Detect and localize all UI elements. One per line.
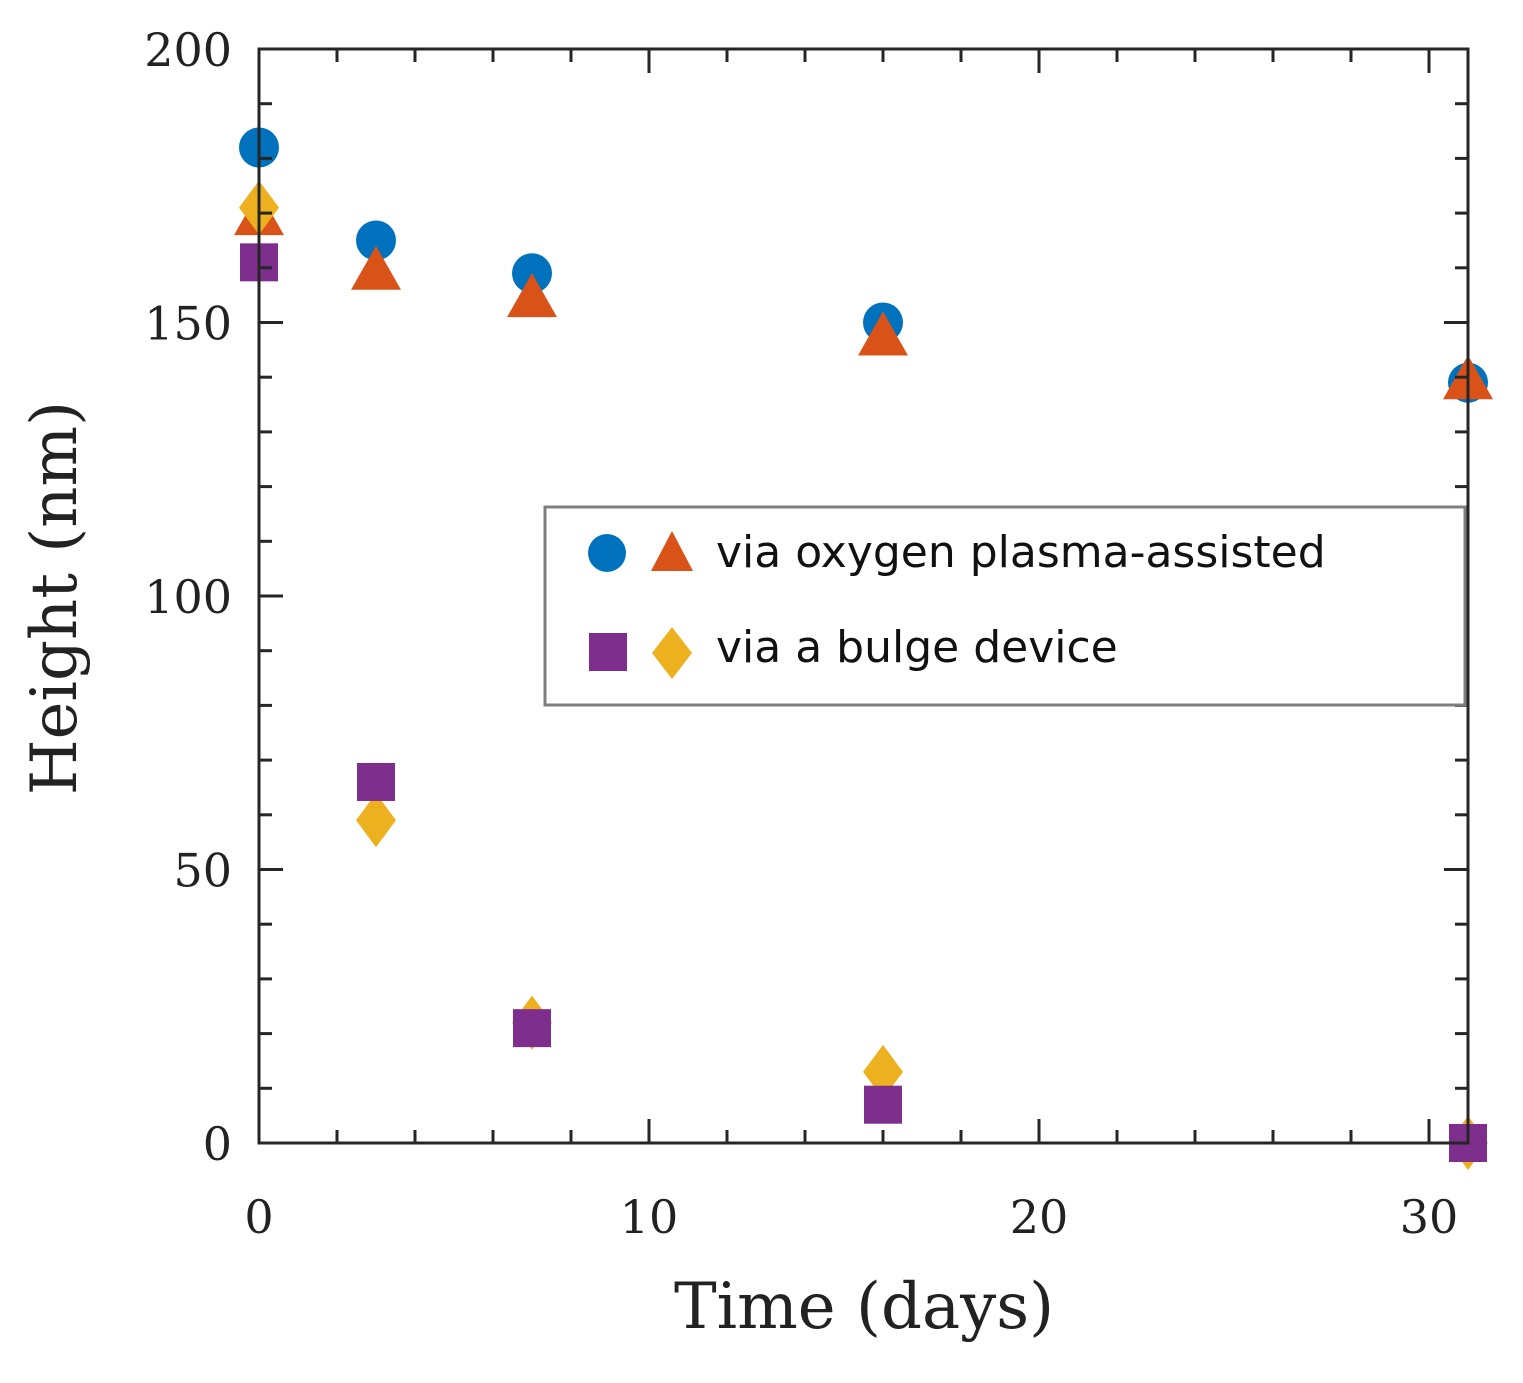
legend-entry-bulge: via a bulge device [589,622,1118,679]
y-tick-label: 150 [144,297,232,351]
data-point-diamond [863,1044,903,1099]
y-axis-label: Height (nm) [18,401,92,795]
data-point-triangle [351,245,401,290]
y-tick-label: 100 [144,570,232,624]
y-tick-label: 0 [203,1117,232,1171]
y-tick-label: 200 [144,23,232,77]
legend-entry-plasma: via oxygen plasma-assisted [588,527,1326,578]
legend-square-marker [589,633,627,671]
legend-diamond-marker [652,627,692,679]
data-point-circle [356,220,396,261]
x-axis-label: Time (days) [674,1270,1054,1344]
data-point-square [357,762,395,801]
data-point-diamond [356,793,396,848]
legend: via oxygen plasma-assisted via a bulge d… [543,505,1467,707]
data-point-square [864,1085,902,1124]
data-point-square [513,1009,551,1048]
x-tick-label: 30 [1400,1190,1459,1244]
legend-box [543,505,1467,707]
data-point-triangle [507,273,557,318]
legend-label-bulge: via a bulge device [716,622,1118,673]
legend-triangle-marker [651,531,693,571]
x-tick-label: 20 [1010,1190,1069,1244]
legend-label-plasma: via oxygen plasma-assisted [716,527,1326,578]
x-tick-label: 10 [620,1190,679,1244]
x-tick-label: 0 [244,1190,273,1244]
y-tick-label: 50 [173,844,232,898]
legend-circle-marker [588,534,626,572]
data-point-triangle [858,311,908,356]
tick-labels: 0 10 20 30 0 50 100 150 200 [144,23,1458,1244]
